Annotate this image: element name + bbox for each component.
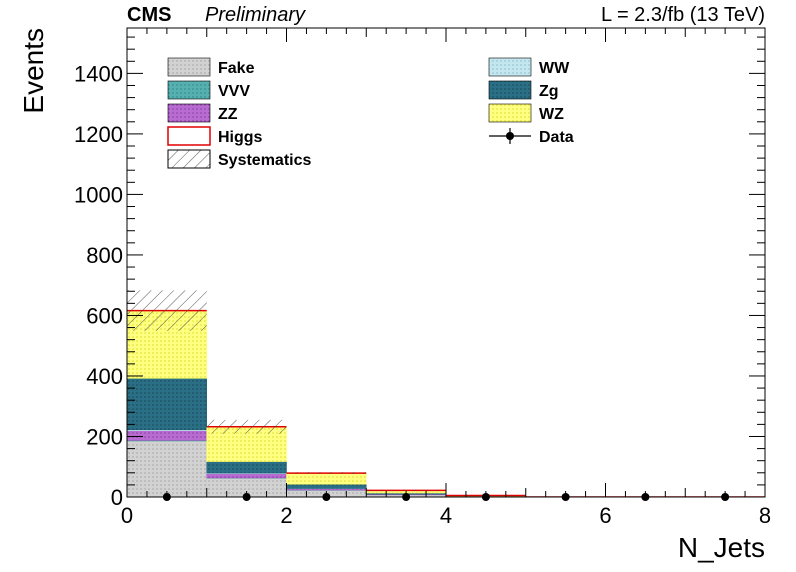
y-tick-label-3: 600 bbox=[86, 303, 123, 328]
systematics-bin-0 bbox=[127, 290, 207, 331]
legend-entry-zg: Zg bbox=[488, 80, 559, 100]
y-tick-label-2: 400 bbox=[86, 364, 123, 389]
y-tick-label-4: 800 bbox=[86, 243, 123, 268]
legend-entry-zz: ZZ bbox=[167, 103, 238, 123]
x-tick-label-2: 4 bbox=[440, 503, 452, 528]
bar-zz-bin-1 bbox=[206, 473, 287, 479]
legend-entry-vvv: VVV bbox=[167, 80, 250, 100]
legend-entry-data: Data bbox=[489, 128, 574, 146]
systematics-bin-2 bbox=[286, 472, 367, 475]
data-points bbox=[162, 493, 730, 501]
legend-entry-wz: WZ bbox=[488, 103, 564, 123]
y-axis-label: Events bbox=[18, 28, 49, 114]
systematics-bin-1 bbox=[206, 419, 287, 434]
legend-entry-systematics: Systematics bbox=[167, 149, 311, 169]
legend-label-fake: Fake bbox=[218, 60, 255, 77]
y-tick-label-0: 0 bbox=[111, 485, 123, 510]
y-tick-label-1: 200 bbox=[86, 424, 123, 449]
systematics-band bbox=[127, 290, 606, 497]
cms-label: CMS bbox=[127, 4, 171, 26]
x-tick-label-4: 8 bbox=[759, 503, 771, 528]
legend-label-zg: Zg bbox=[539, 83, 559, 100]
legend-label-vvv: VVV bbox=[218, 83, 250, 100]
preliminary-label: Preliminary bbox=[205, 4, 306, 26]
legend-label-data: Data bbox=[539, 129, 574, 146]
axis-tick-labels: 0 2 4 6 8 0 200 400 600 800 1000 1200 1400 bbox=[74, 61, 771, 528]
bar-zg-bin-0 bbox=[127, 378, 207, 431]
legend-label-systematics: Systematics bbox=[218, 152, 311, 169]
legend-entry-fake: Fake bbox=[167, 57, 255, 77]
bar-wz-bin-2 bbox=[286, 473, 367, 485]
legend-entry-ww: WW bbox=[488, 57, 570, 77]
x-tick-label-3: 6 bbox=[599, 503, 611, 528]
bar-zz-bin-0 bbox=[127, 430, 207, 441]
lumi-label: L = 2.3/fb (13 TeV) bbox=[601, 4, 765, 26]
legend-label-wz: WZ bbox=[539, 106, 564, 123]
legend-label-higgs: Higgs bbox=[218, 129, 263, 146]
legend-label-zz: ZZ bbox=[218, 106, 238, 123]
y-tick-label-5: 1000 bbox=[74, 182, 123, 207]
legend-label-ww: WW bbox=[539, 60, 570, 77]
bar-zg-bin-1 bbox=[206, 461, 287, 474]
y-tick-label-6: 1200 bbox=[74, 122, 123, 147]
legend-entry-higgs: Higgs bbox=[167, 126, 263, 146]
bar-zg-bin-2 bbox=[286, 484, 367, 489]
stacked-histogram bbox=[127, 309, 765, 497]
legend: Fake VVV ZZ Higgs Systematics WW Zg WZ Data bbox=[167, 57, 574, 169]
bar-fake-bin-0 bbox=[127, 440, 207, 497]
y-tick-label-7: 1400 bbox=[74, 61, 123, 86]
axis-ticks bbox=[126, 28, 766, 498]
x-axis-label: N_Jets bbox=[678, 532, 765, 563]
x-tick-label-0: 0 bbox=[121, 503, 133, 528]
systematics-bin-3 bbox=[366, 489, 446, 491]
x-tick-label-1: 2 bbox=[280, 503, 292, 528]
